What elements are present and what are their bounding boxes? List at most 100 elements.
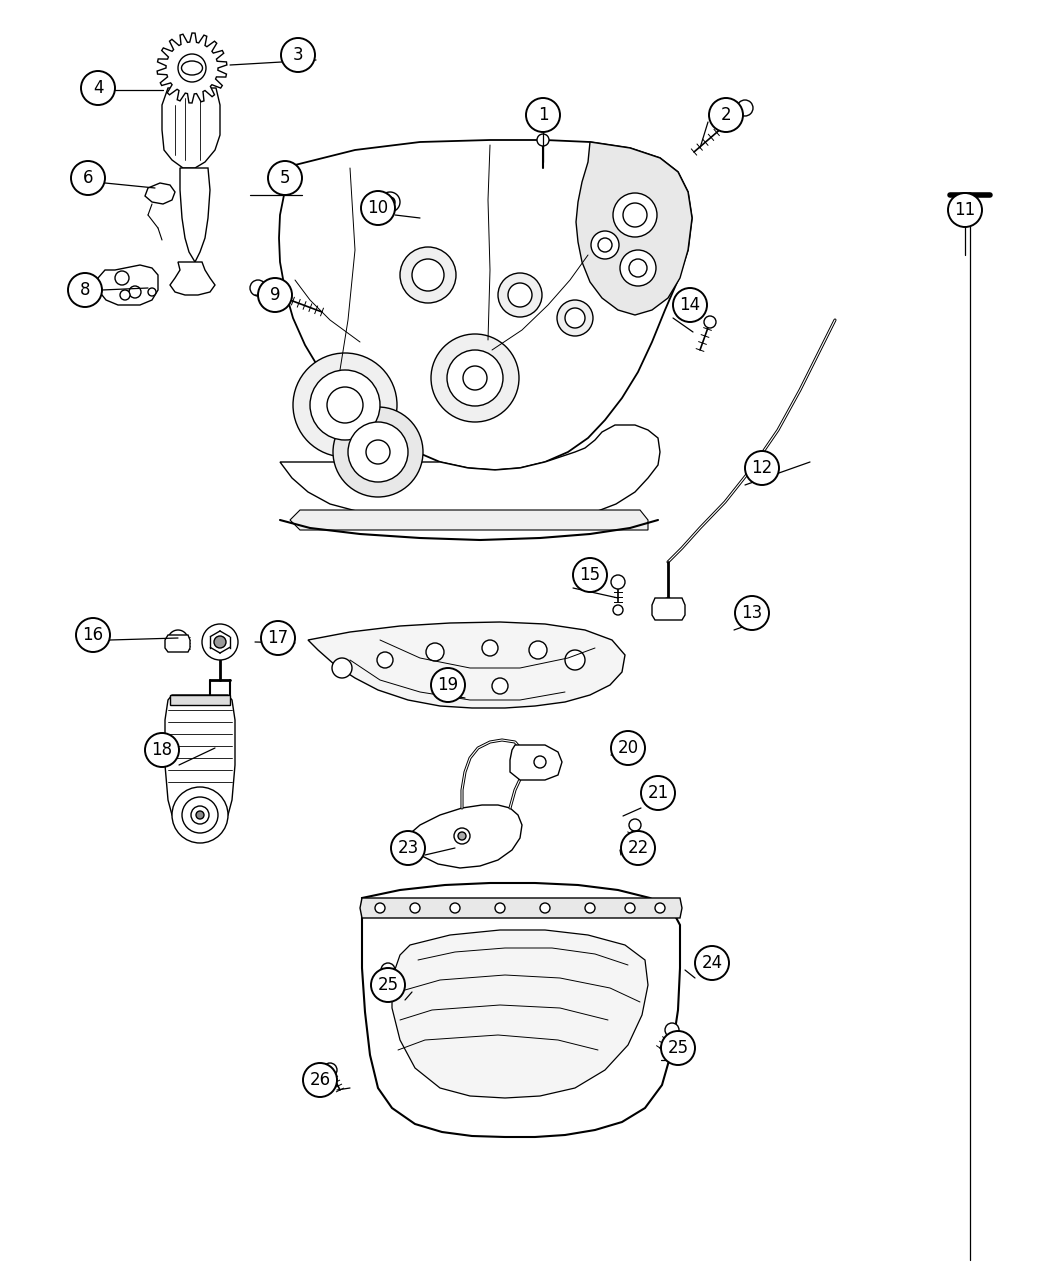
Circle shape bbox=[447, 351, 503, 405]
Circle shape bbox=[746, 451, 779, 484]
Circle shape bbox=[250, 280, 266, 296]
Circle shape bbox=[377, 652, 393, 668]
Circle shape bbox=[613, 606, 623, 615]
Circle shape bbox=[482, 640, 498, 657]
Circle shape bbox=[565, 309, 585, 328]
Circle shape bbox=[623, 203, 647, 227]
Circle shape bbox=[71, 161, 105, 195]
Text: 25: 25 bbox=[668, 1039, 689, 1057]
Circle shape bbox=[332, 658, 352, 678]
Circle shape bbox=[148, 288, 156, 296]
Circle shape bbox=[400, 247, 456, 303]
Text: 3: 3 bbox=[293, 46, 303, 64]
Circle shape bbox=[573, 558, 607, 592]
Circle shape bbox=[454, 827, 470, 844]
Circle shape bbox=[673, 288, 707, 323]
Circle shape bbox=[463, 366, 487, 390]
Circle shape bbox=[129, 286, 141, 298]
Circle shape bbox=[540, 903, 550, 913]
Circle shape bbox=[323, 1063, 337, 1077]
Text: 9: 9 bbox=[270, 286, 280, 303]
Polygon shape bbox=[165, 635, 190, 652]
Polygon shape bbox=[158, 33, 227, 103]
Circle shape bbox=[348, 422, 408, 482]
Polygon shape bbox=[392, 929, 648, 1098]
Circle shape bbox=[391, 831, 425, 864]
Circle shape bbox=[281, 38, 315, 71]
Circle shape bbox=[526, 98, 560, 133]
Circle shape bbox=[629, 819, 640, 831]
Circle shape bbox=[116, 272, 129, 286]
Circle shape bbox=[361, 191, 395, 224]
Circle shape bbox=[495, 903, 505, 913]
Circle shape bbox=[640, 776, 675, 810]
Circle shape bbox=[293, 353, 397, 456]
Circle shape bbox=[310, 370, 380, 440]
Polygon shape bbox=[165, 695, 235, 827]
Text: 5: 5 bbox=[279, 170, 290, 187]
Text: 22: 22 bbox=[628, 839, 649, 857]
Circle shape bbox=[366, 440, 390, 464]
Circle shape bbox=[508, 283, 532, 307]
Circle shape bbox=[410, 903, 420, 913]
Circle shape bbox=[737, 99, 753, 116]
Circle shape bbox=[620, 250, 656, 286]
Circle shape bbox=[380, 193, 400, 212]
Polygon shape bbox=[510, 745, 562, 780]
Circle shape bbox=[665, 1023, 679, 1037]
Circle shape bbox=[529, 641, 547, 659]
Text: 2: 2 bbox=[720, 106, 731, 124]
Polygon shape bbox=[652, 598, 685, 620]
Polygon shape bbox=[180, 168, 210, 261]
Polygon shape bbox=[362, 884, 680, 1137]
Circle shape bbox=[182, 797, 218, 833]
Circle shape bbox=[430, 668, 465, 703]
Circle shape bbox=[534, 756, 546, 768]
Circle shape bbox=[556, 300, 593, 337]
Circle shape bbox=[412, 259, 444, 291]
Text: 4: 4 bbox=[92, 79, 103, 97]
Circle shape bbox=[662, 1031, 695, 1065]
Text: 11: 11 bbox=[954, 201, 975, 219]
Text: 17: 17 bbox=[268, 629, 289, 646]
Polygon shape bbox=[576, 142, 692, 315]
Circle shape bbox=[303, 1063, 337, 1096]
Circle shape bbox=[618, 747, 628, 757]
Circle shape bbox=[585, 903, 595, 913]
Text: 6: 6 bbox=[83, 170, 93, 187]
Text: 14: 14 bbox=[679, 296, 700, 314]
Circle shape bbox=[662, 598, 674, 609]
Circle shape bbox=[202, 623, 238, 660]
Text: 12: 12 bbox=[752, 459, 773, 477]
Circle shape bbox=[196, 811, 204, 819]
Circle shape bbox=[621, 831, 655, 864]
Circle shape bbox=[327, 388, 363, 423]
Circle shape bbox=[381, 963, 395, 977]
Circle shape bbox=[191, 806, 209, 824]
Text: 10: 10 bbox=[368, 199, 388, 217]
Text: 13: 13 bbox=[741, 604, 762, 622]
Circle shape bbox=[333, 407, 423, 497]
Polygon shape bbox=[308, 622, 625, 708]
Circle shape bbox=[611, 731, 645, 765]
Circle shape bbox=[458, 833, 466, 840]
Circle shape bbox=[591, 231, 620, 259]
Circle shape bbox=[426, 643, 444, 660]
Polygon shape bbox=[98, 265, 158, 305]
Circle shape bbox=[498, 273, 542, 317]
Circle shape bbox=[385, 198, 395, 207]
Polygon shape bbox=[290, 510, 648, 530]
Circle shape bbox=[613, 193, 657, 237]
Circle shape bbox=[735, 595, 769, 630]
Text: 1: 1 bbox=[538, 106, 548, 124]
Circle shape bbox=[120, 289, 130, 300]
Circle shape bbox=[565, 650, 585, 669]
Text: 16: 16 bbox=[83, 626, 104, 644]
Text: 26: 26 bbox=[310, 1071, 331, 1089]
Circle shape bbox=[704, 316, 716, 328]
Circle shape bbox=[168, 630, 188, 650]
Circle shape bbox=[172, 787, 228, 843]
Text: 8: 8 bbox=[80, 280, 90, 300]
Polygon shape bbox=[162, 88, 220, 168]
Circle shape bbox=[261, 621, 295, 655]
